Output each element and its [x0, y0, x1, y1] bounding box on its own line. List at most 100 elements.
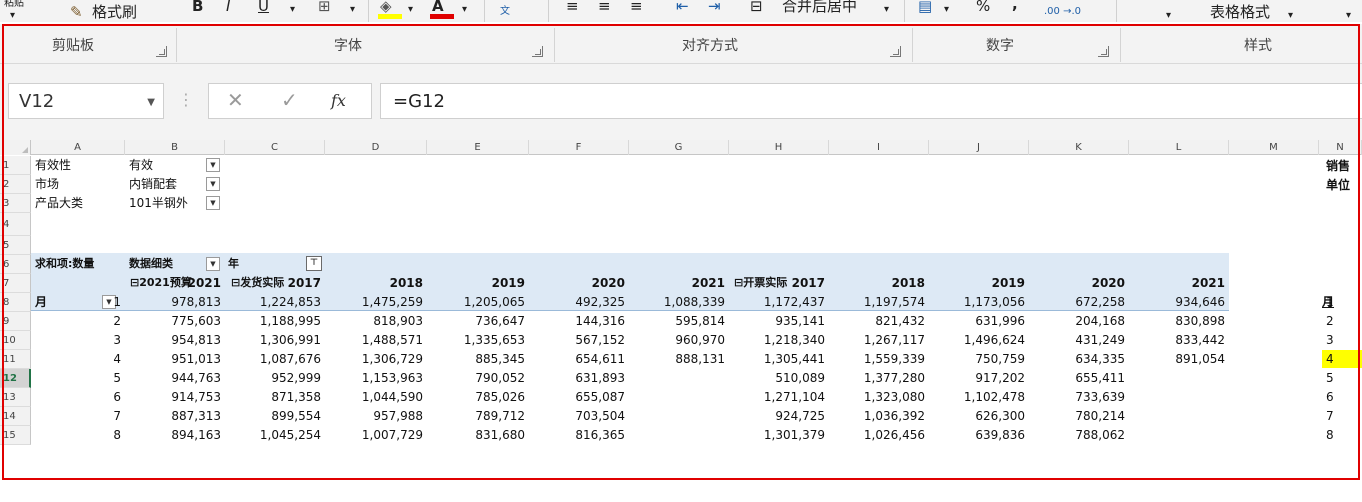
accounting-dropdown-icon[interactable]: ▾	[944, 4, 950, 15]
value-cell[interactable]: 780,214	[1075, 409, 1125, 423]
value-cell[interactable]: 1,271,104	[763, 390, 825, 404]
cell-styles-dropdown-icon[interactable]: ▾	[1346, 10, 1352, 21]
value-cell[interactable]: 736,647	[475, 314, 525, 328]
value-cell[interactable]: 790,052	[475, 371, 525, 385]
format-as-table-button[interactable]: 表格格式	[1210, 3, 1271, 21]
value-cell[interactable]: 833,442	[1175, 333, 1225, 347]
value-cell[interactable]: 1,188,995	[259, 314, 321, 328]
insert-function-icon[interactable]: fx	[331, 91, 346, 110]
row-header[interactable]: 12	[0, 369, 31, 388]
value-cell[interactable]: 885,345	[475, 352, 525, 366]
value-cell[interactable]: 595,814	[675, 314, 725, 328]
value-cell[interactable]: 626,300	[975, 409, 1025, 423]
value-cell[interactable]: 1,323,080	[863, 390, 925, 404]
value-cell[interactable]: 978,813	[171, 295, 221, 309]
increase-indent-icon[interactable]: ⇥	[708, 0, 721, 15]
value-cell[interactable]: 655,087	[575, 390, 625, 404]
value-cell[interactable]: 888,131	[675, 352, 725, 366]
value-cell[interactable]: 639,836	[975, 428, 1025, 442]
format-painter-icon[interactable]: ✎	[70, 3, 83, 21]
value-cell[interactable]: 510,089	[775, 371, 825, 385]
value-cell[interactable]: 1,218,340	[763, 333, 825, 347]
row-header[interactable]: 5	[0, 236, 31, 255]
value-cell[interactable]: 891,054	[1175, 352, 1225, 366]
value-cell[interactable]: 1,475,259	[361, 295, 423, 309]
month-cell[interactable]: 8	[113, 428, 121, 442]
value-cell[interactable]: 1,044,590	[361, 390, 423, 404]
value-cell[interactable]: 1,173,056	[963, 295, 1025, 309]
col-header-a[interactable]: A	[31, 140, 125, 155]
value-cell[interactable]: 871,358	[271, 390, 321, 404]
value-cell[interactable]: 655,411	[1075, 371, 1125, 385]
value-cell[interactable]: 954,813	[171, 333, 221, 347]
border-dropdown-icon[interactable]: ▾	[350, 4, 356, 15]
value-cell[interactable]: 924,725	[775, 409, 825, 423]
value-cell[interactable]: 1,197,574	[863, 295, 925, 309]
cancel-icon[interactable]: ✕	[227, 88, 244, 112]
col-header-e[interactable]: E	[427, 140, 529, 155]
value-cell[interactable]: 1,205,065	[463, 295, 525, 309]
month-cell[interactable]: 7	[113, 409, 121, 423]
value-cell[interactable]: 1,377,280	[863, 371, 925, 385]
col-header-d[interactable]: D	[325, 140, 427, 155]
month-cell[interactable]: 5	[113, 371, 121, 385]
value-cell[interactable]: 887,313	[171, 409, 221, 423]
year-filter-icon[interactable]: ⊤	[306, 256, 322, 271]
value-cell[interactable]: 204,168	[1075, 314, 1125, 328]
italic-button[interactable]: I	[226, 0, 231, 15]
paste-label[interactable]: 粘贴	[4, 0, 24, 9]
clipboard-launcher-icon[interactable]	[156, 46, 167, 57]
side-month-cell[interactable]: 8	[1326, 428, 1334, 442]
value-cell[interactable]: 830,898	[1175, 314, 1225, 328]
align-left-icon[interactable]: ≡	[566, 0, 579, 15]
font-color-dropdown-icon[interactable]: ▾	[462, 4, 468, 15]
value-cell[interactable]: 935,141	[775, 314, 825, 328]
group-invoiced-header[interactable]: ⊟开票实际	[734, 276, 788, 289]
value-cell[interactable]: 894,163	[171, 428, 221, 442]
font-launcher-icon[interactable]	[532, 46, 543, 57]
side-month-cell[interactable]: 5	[1326, 371, 1334, 385]
month-cell[interactable]: 1	[113, 295, 121, 309]
row-header[interactable]: 13	[0, 388, 31, 407]
row-header[interactable]: 2	[0, 175, 31, 194]
value-cell[interactable]: 917,202	[975, 371, 1025, 385]
formula-bar-grip-icon[interactable]: ⋮	[178, 90, 194, 109]
value-cell[interactable]: 1,153,963	[361, 371, 423, 385]
col-header-f[interactable]: F	[529, 140, 629, 155]
col-header-b[interactable]: B	[125, 140, 225, 155]
group-shipped-header[interactable]: ⊟发货实际	[231, 276, 285, 289]
value-cell[interactable]: 944,763	[171, 371, 221, 385]
filter-dropdown-icon[interactable]: ▼	[206, 196, 220, 210]
value-cell[interactable]: 631,996	[975, 314, 1025, 328]
decrease-indent-icon[interactable]: ⇤	[676, 0, 689, 15]
month-cell[interactable]: 4	[113, 352, 121, 366]
row-header[interactable]: 11	[0, 350, 31, 369]
align-right-icon[interactable]: ≡	[630, 0, 643, 15]
side-month-cell[interactable]: 3	[1326, 333, 1334, 347]
group-budget-header[interactable]: ⊟2021预算	[130, 276, 192, 289]
value-cell[interactable]: 1,045,254	[259, 428, 321, 442]
value-cell[interactable]: 775,603	[171, 314, 221, 328]
merge-icon[interactable]: ⊟	[750, 0, 763, 15]
merge-center-button[interactable]: 合并后居中	[782, 0, 858, 15]
row-header[interactable]: 1	[0, 156, 31, 175]
row-header[interactable]: 4	[0, 213, 31, 236]
conditional-dropdown-icon[interactable]: ▾	[1166, 10, 1172, 21]
col-header-c[interactable]: C	[225, 140, 325, 155]
side-month-cell[interactable]: 7	[1326, 409, 1334, 423]
value-cell[interactable]: 1,172,437	[763, 295, 825, 309]
value-cell[interactable]: 1,301,379	[763, 428, 825, 442]
value-cell[interactable]: 1,007,729	[361, 428, 423, 442]
row-field-dropdown-icon[interactable]: ▼	[102, 295, 116, 309]
select-all-icon[interactable]	[0, 140, 31, 155]
align-center-icon[interactable]: ≡	[598, 0, 611, 15]
value-cell[interactable]: 816,365	[575, 428, 625, 442]
value-cell[interactable]: 1,488,571	[361, 333, 423, 347]
value-cell[interactable]: 960,970	[675, 333, 725, 347]
col-header-l[interactable]: L	[1129, 140, 1229, 155]
value-cell[interactable]: 703,504	[575, 409, 625, 423]
value-cell[interactable]: 1,559,339	[863, 352, 925, 366]
value-cell[interactable]: 654,611	[575, 352, 625, 366]
value-cell[interactable]: 899,554	[271, 409, 321, 423]
row-header[interactable]: 6	[0, 255, 31, 274]
